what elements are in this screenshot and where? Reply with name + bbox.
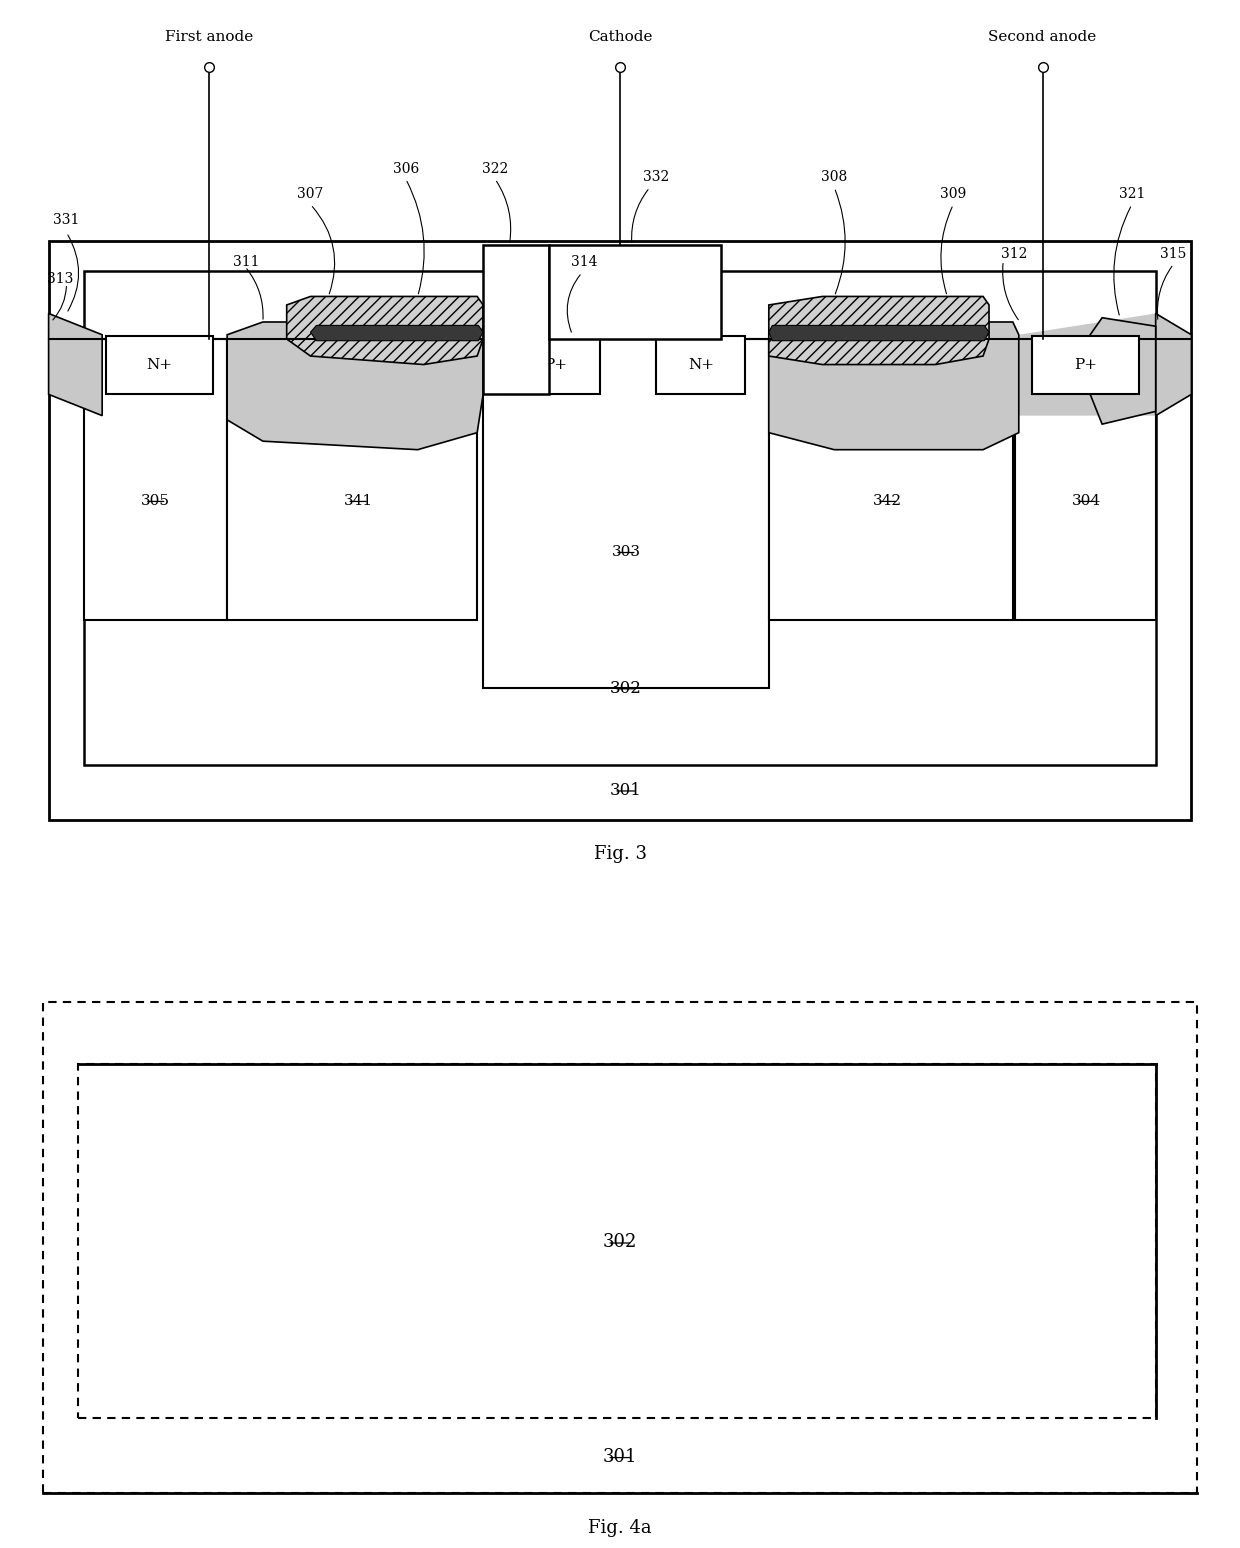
Bar <box>548 245 722 339</box>
Bar <box>227 339 477 619</box>
Bar <box>484 339 769 687</box>
Text: 308: 308 <box>821 170 847 184</box>
Bar <box>1032 336 1140 395</box>
Bar <box>769 339 1013 619</box>
Text: 302: 302 <box>610 680 642 697</box>
Text: Fig. 3: Fig. 3 <box>594 845 646 864</box>
Bar <box>84 271 1156 765</box>
Text: 301: 301 <box>603 1447 637 1466</box>
Text: 314: 314 <box>572 255 598 269</box>
Polygon shape <box>1156 313 1192 415</box>
Text: 309: 309 <box>940 187 966 201</box>
Bar <box>105 336 213 395</box>
Text: 315: 315 <box>1161 246 1187 262</box>
Polygon shape <box>769 325 990 341</box>
Bar <box>48 241 1192 820</box>
Text: 311: 311 <box>233 255 259 269</box>
Text: N+: N+ <box>688 358 714 372</box>
Text: 321: 321 <box>1118 187 1145 201</box>
Polygon shape <box>1090 317 1156 424</box>
Text: 304: 304 <box>1073 494 1101 508</box>
Text: 306: 306 <box>393 161 419 176</box>
Text: Second anode: Second anode <box>988 29 1096 43</box>
Polygon shape <box>310 325 484 341</box>
Text: Fig. 4a: Fig. 4a <box>588 1520 652 1537</box>
Text: 322: 322 <box>482 161 508 176</box>
Text: 342: 342 <box>873 494 903 508</box>
Text: First anode: First anode <box>165 29 253 43</box>
Polygon shape <box>286 297 484 365</box>
Bar <box>78 1063 1156 1418</box>
Polygon shape <box>1019 313 1156 415</box>
Polygon shape <box>769 322 1019 449</box>
Text: 341: 341 <box>343 494 373 508</box>
Text: 307: 307 <box>298 187 324 201</box>
Text: 332: 332 <box>642 170 668 184</box>
Bar <box>511 336 600 395</box>
Text: Cathode: Cathode <box>588 29 652 43</box>
Bar <box>42 1002 1198 1492</box>
Text: 305: 305 <box>141 494 170 508</box>
Bar <box>1016 339 1156 619</box>
Polygon shape <box>769 297 990 365</box>
Polygon shape <box>48 313 102 415</box>
Text: 313: 313 <box>47 272 73 286</box>
Text: 301: 301 <box>610 782 642 799</box>
Text: 331: 331 <box>53 212 79 228</box>
Text: 302: 302 <box>603 1234 637 1251</box>
Polygon shape <box>227 322 484 449</box>
Text: N+: N+ <box>146 358 172 372</box>
Bar <box>84 339 227 619</box>
Bar <box>656 336 745 395</box>
Text: 303: 303 <box>611 545 640 559</box>
Bar <box>484 246 548 395</box>
Text: P+: P+ <box>544 358 567 372</box>
Text: P+: P+ <box>1074 358 1097 372</box>
Text: 312: 312 <box>1001 246 1027 262</box>
